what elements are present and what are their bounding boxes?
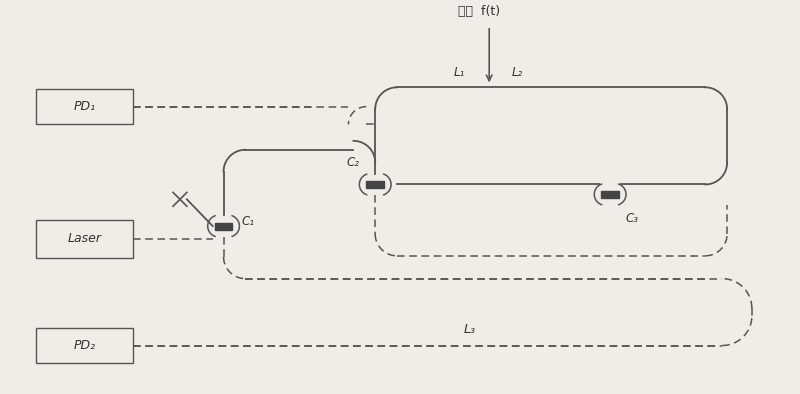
Text: C₃: C₃ — [625, 212, 638, 225]
Text: L₁: L₁ — [454, 66, 465, 79]
Text: L₃: L₃ — [463, 323, 475, 336]
Bar — [602, 191, 619, 198]
Bar — [366, 181, 384, 188]
Bar — [214, 223, 233, 230]
Text: Laser: Laser — [68, 232, 102, 245]
Text: PD₁: PD₁ — [74, 100, 96, 113]
Text: C₂: C₂ — [347, 156, 360, 169]
Text: 扮动  f(t): 扮动 f(t) — [458, 5, 500, 18]
Text: C₁: C₁ — [242, 215, 254, 228]
Text: PD₂: PD₂ — [74, 339, 96, 352]
Text: L₂: L₂ — [511, 66, 522, 79]
